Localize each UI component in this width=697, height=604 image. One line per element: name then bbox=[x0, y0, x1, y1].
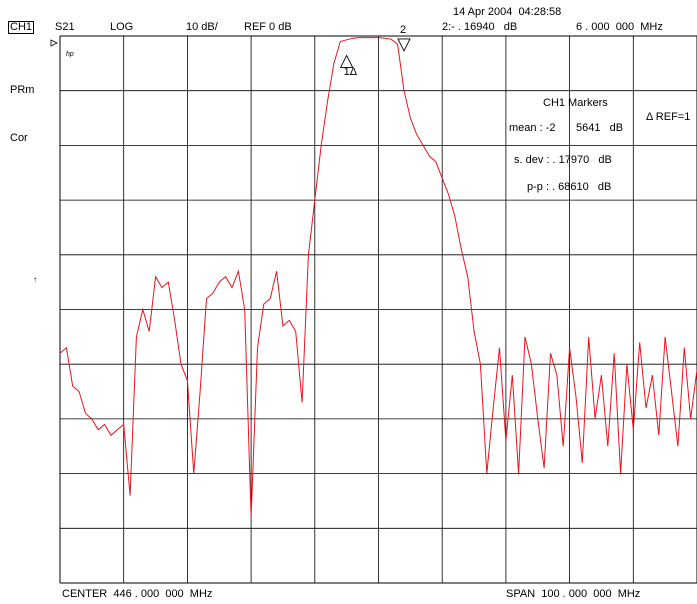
scale-label: 10 dB/ bbox=[186, 21, 218, 33]
prm-annotation: PRm bbox=[10, 84, 35, 96]
s21-trace bbox=[59, 37, 697, 518]
markers-group bbox=[50, 38, 411, 68]
channel-indicator: CH1 bbox=[8, 21, 35, 34]
marker-2-label: 2 bbox=[399, 23, 407, 36]
reference-position-icon bbox=[50, 39, 58, 47]
timestamp: 14 Apr 2004 04:28:58 bbox=[453, 6, 562, 18]
marker-triangle-icon bbox=[339, 54, 354, 68]
reference-label: REF 0 dB bbox=[244, 21, 292, 33]
marker-frequency: 6 . 000 000 MHz bbox=[576, 21, 663, 33]
mean-label: mean : -2 bbox=[509, 122, 556, 134]
markers-title: CH1 Markers bbox=[543, 97, 608, 109]
marker-1-label: 1Δ bbox=[343, 66, 358, 79]
ref-position-arrow-icon: ↑ bbox=[33, 275, 37, 284]
span-frequency: SPAN 100 . 000 000 MHz bbox=[506, 588, 641, 600]
delta-ref-note: Δ REF=1 bbox=[646, 111, 691, 123]
marker-readout: 2:- . 16940 dB bbox=[442, 21, 518, 33]
format-label: LOG bbox=[110, 21, 134, 33]
pp-label: p-p : . 68610 dB bbox=[527, 181, 612, 193]
mean-value: 5641 dB bbox=[576, 122, 624, 134]
center-frequency: CENTER 446 . 000 000 MHz bbox=[62, 588, 213, 600]
marker-triangle-icon bbox=[397, 38, 411, 52]
parameter-label: S21 bbox=[55, 21, 75, 33]
trace-group bbox=[59, 37, 697, 518]
sdev-label: s. dev : . 17970 dB bbox=[514, 154, 612, 166]
cor-annotation: Cor bbox=[10, 132, 28, 144]
hp-logo: hp bbox=[66, 51, 74, 58]
graticule bbox=[59, 35, 697, 584]
